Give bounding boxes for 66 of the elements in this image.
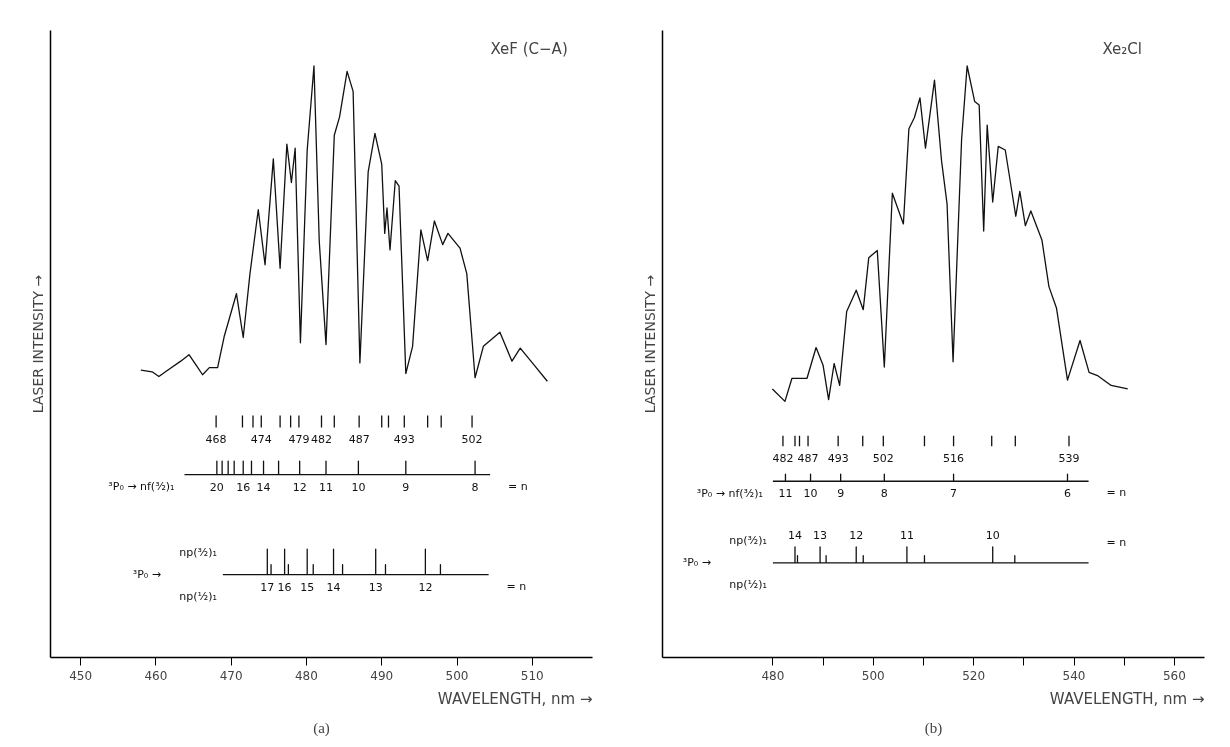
annotation: 10 (351, 480, 366, 494)
annotation: 13 (813, 528, 828, 542)
annotation: 474 (250, 433, 272, 447)
annotation: 11 (319, 480, 334, 494)
annotation: 6 (1064, 487, 1071, 501)
annotation: 479 (288, 433, 310, 447)
annotation: 487 (797, 452, 819, 466)
annotation: 14 (256, 480, 271, 494)
annotation: 10 (985, 528, 1000, 542)
text: (b) (924, 719, 943, 737)
series-label: ³P₀ → nf(³⁄₂)₁ (696, 486, 763, 500)
x-axis-title: WAVELENGTH, nm → (437, 689, 593, 708)
text: ³P₀ → np(³⁄₂)₁ np(¹⁄₂)₁ (682, 534, 767, 592)
x-axis-title: WAVELENGTH, nm → (1049, 689, 1205, 708)
annotation: 539 (1058, 452, 1080, 466)
y-axis-title: LASER INTENSITY → (29, 274, 46, 414)
annotation: 13 (368, 580, 383, 594)
x-tick-label: 460 (144, 668, 168, 683)
annotation: 12 (418, 580, 433, 594)
annotation: 17 (260, 580, 275, 594)
annotation: 9 (402, 480, 410, 494)
annotation: = n (1106, 486, 1127, 500)
annotation: 15 (300, 580, 315, 594)
annotation: 482 (311, 433, 332, 447)
annotation: 20 (209, 480, 224, 494)
annotation: 502 (872, 452, 894, 466)
x-tick-label: 540 (1062, 668, 1086, 683)
annotation: 14 (326, 580, 341, 594)
annotation: 502 (461, 433, 483, 447)
x-tick-label: 510 (520, 668, 544, 683)
annotation: 10 (803, 487, 818, 501)
annotation: 493 (827, 452, 849, 466)
text: (a) (313, 719, 330, 737)
annotation: 7 (950, 487, 958, 501)
x-tick-label: 500 (861, 668, 885, 683)
x-tick-label: 490 (370, 668, 394, 683)
annotation: 487 (348, 433, 370, 447)
annotation: 16 (277, 580, 292, 594)
x-tick-label: 520 (962, 668, 986, 683)
annotation: 11 (778, 487, 793, 501)
series-label: ³P₀ → nf(³⁄₂)₁ (108, 480, 175, 494)
annotation: 482 (772, 452, 794, 466)
x-tick-label: 480 (761, 668, 785, 683)
annotation: 468 (205, 433, 227, 447)
x-tick-label: 560 (1162, 668, 1186, 683)
annotation: 9 (837, 487, 845, 501)
y-axis-title: LASER INTENSITY → (641, 274, 658, 414)
x-tick-label: 480 (294, 668, 318, 683)
annotation: 12 (849, 528, 864, 542)
annotation: 516 (943, 452, 965, 466)
annotation: 11 (899, 528, 914, 542)
annotation: = n (506, 579, 527, 593)
annotation: = n (1106, 535, 1127, 549)
x-tick-label: 470 (219, 668, 243, 683)
annotation: 16 (236, 480, 251, 494)
annotation: 12 (292, 480, 307, 494)
x-tick-label: 450 (69, 668, 93, 683)
chart-title: XeF (C−A) (490, 39, 568, 58)
annotation: 493 (393, 433, 415, 447)
annotation: 8 (471, 480, 479, 494)
annotation: 8 (880, 487, 888, 501)
x-tick-label: 500 (445, 668, 469, 683)
chart-title: Xe₂Cl (1102, 39, 1142, 58)
annotation: = n (508, 479, 528, 493)
annotation: 14 (787, 528, 802, 542)
text: ³P₀ → np(³⁄₂)₁ np(¹⁄₂)₁ (132, 546, 217, 604)
